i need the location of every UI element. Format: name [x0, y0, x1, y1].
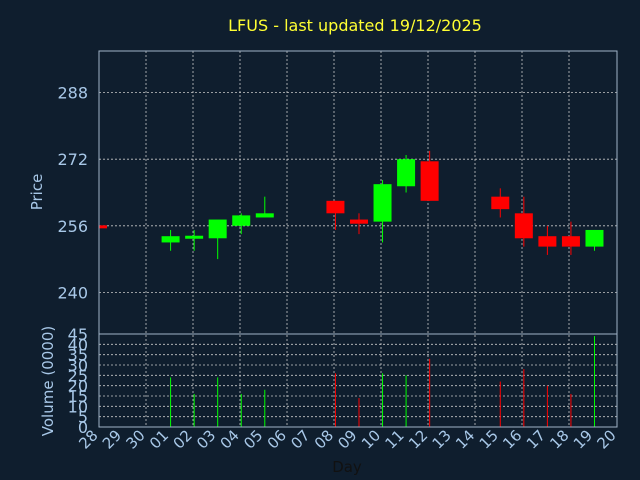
candle-body	[420, 161, 439, 201]
candle-layer	[99, 150, 604, 260]
volume-tick-label: 40	[68, 335, 88, 354]
candle-body	[491, 196, 510, 210]
volume-axis-label: Volume (0000)	[39, 326, 57, 436]
volume-panel-frame	[98, 333, 618, 428]
volume-tick-label: 30	[68, 356, 88, 375]
candle-body	[514, 213, 533, 239]
volume-tick-label: 15	[68, 387, 88, 406]
candle-body	[185, 235, 204, 239]
volume-tick-label: 20	[68, 377, 88, 396]
candle-body	[255, 213, 274, 218]
chart-title: LFUS - last updated 19/12/2025	[228, 16, 482, 35]
price-tick-label: 240	[57, 283, 88, 302]
candle-body	[373, 184, 392, 222]
candle-body	[397, 159, 416, 187]
price-tick-label: 288	[57, 84, 88, 103]
volume-layer	[170, 336, 595, 427]
price-tick-label: 256	[57, 217, 88, 236]
candle-body	[208, 219, 227, 239]
candle-body	[232, 215, 251, 226]
volume-tick-label: 0	[78, 418, 88, 437]
volume-tick-label: 10	[68, 397, 88, 416]
candle-body	[585, 229, 604, 247]
candle-body	[538, 236, 557, 247]
candle-body	[99, 225, 107, 229]
candle-body	[161, 236, 180, 243]
price-axis-label: Price	[28, 174, 46, 211]
candle-body	[561, 236, 580, 247]
candle-body	[349, 219, 368, 224]
candle-body	[326, 200, 345, 214]
price-tick-label: 272	[57, 150, 88, 169]
grid-layer	[99, 51, 617, 428]
volume-tick-label: 25	[68, 366, 88, 385]
x-axis-label: Day	[332, 458, 362, 476]
volume-tick-label: 35	[68, 346, 88, 365]
volume-tick-label: 45	[68, 325, 88, 344]
volume-tick-label: 5	[78, 408, 88, 427]
